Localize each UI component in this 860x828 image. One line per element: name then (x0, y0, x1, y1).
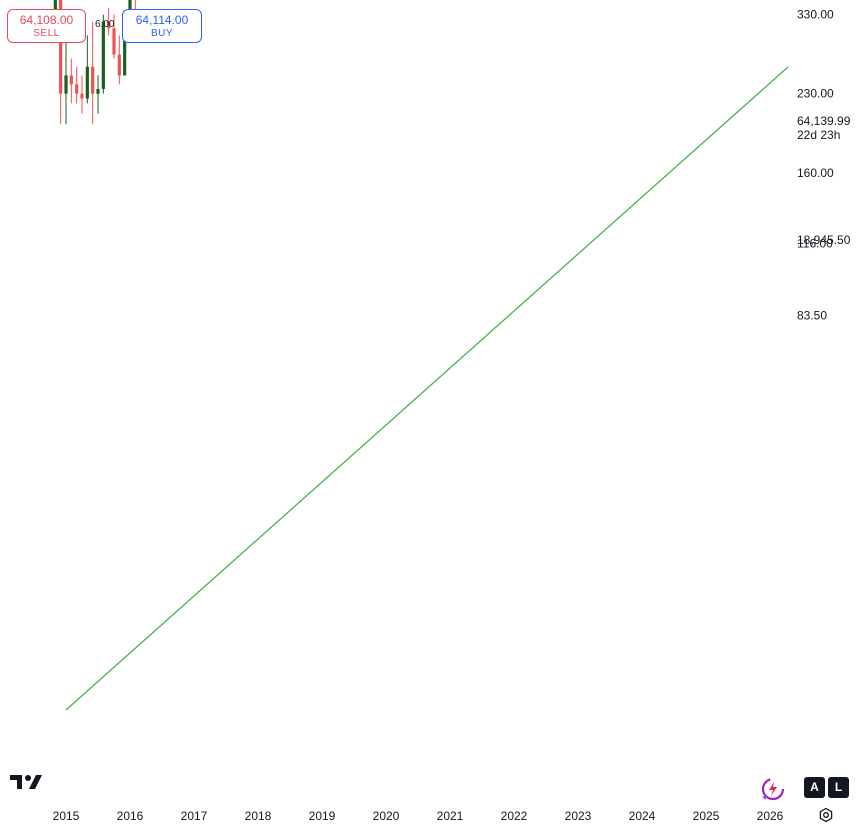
candle-body (75, 84, 79, 94)
candle (69, 58, 73, 104)
price-tick-label: 160.00 (797, 166, 834, 180)
highlight-price-label: 18,945.50 (797, 233, 851, 247)
candle-body (96, 88, 100, 94)
candle-body (80, 93, 84, 99)
candle-body (107, 21, 111, 29)
time-tick-label: 2020 (373, 809, 400, 823)
sparkle-assistant-icon[interactable] (760, 776, 786, 807)
buy-price: 64,114.00 (135, 13, 189, 27)
time-tick-label: 2015 (53, 809, 80, 823)
price-tick-label: 330.00 (797, 8, 834, 22)
time-tick-label: 2022 (501, 809, 528, 823)
sell-price: 64,108.00 (19, 13, 74, 27)
candle (75, 66, 79, 104)
trendline[interactable] (65, 66, 789, 711)
candle-body (64, 75, 68, 94)
candle-body (123, 21, 127, 76)
tradingview-logo (10, 773, 44, 794)
buy-label: BUY (150, 28, 174, 39)
time-tick-label: 2023 (565, 809, 592, 823)
candle (112, 14, 116, 59)
candle (91, 21, 95, 125)
price-tick-label: 83.50 (797, 309, 827, 323)
price-tick-label: 230.00 (797, 87, 834, 101)
spread-value: 6.00 (95, 19, 115, 30)
candle (107, 8, 111, 36)
candle (134, 0, 136, 15)
candle (117, 35, 121, 85)
time-tick-label: 2024 (629, 809, 656, 823)
candle (59, 0, 63, 125)
candle-body (91, 66, 95, 94)
candle-body (117, 54, 121, 76)
candles-layer (53, 0, 136, 125)
time-tick-label: 2018 (245, 809, 272, 823)
price-axis[interactable]: 220,000.00160,000.00110,000.0080,000.004… (797, 0, 857, 323)
candle (96, 75, 100, 114)
price-tick-label: 116.00 (797, 237, 833, 251)
countdown-label: 22d 23h (797, 128, 840, 142)
log-scale-button[interactable]: L (828, 777, 849, 798)
sell-button[interactable]: 64,108.00 SELL (7, 9, 86, 43)
auto-scale-button[interactable]: A (804, 777, 825, 798)
time-axis[interactable]: 2015 2016 2017 2018 2019 2020 2021 2022 2023 2024… (53, 809, 784, 823)
time-tick-label: 2026 (757, 809, 784, 823)
candle (85, 35, 89, 104)
candle (80, 75, 84, 114)
candle-body (85, 66, 89, 99)
buy-button[interactable]: 64,114.00 BUY (122, 9, 202, 43)
sell-label: SELL (33, 28, 60, 39)
time-tick-label: 2021 (437, 809, 464, 823)
candle-body (53, 0, 57, 15)
last-price-label: 64,139.99 (797, 114, 851, 128)
time-tick-label: 2016 (117, 809, 144, 823)
time-tick-label: 2019 (309, 809, 336, 823)
settings-gear-icon[interactable] (818, 807, 834, 828)
candle-body (101, 21, 105, 89)
time-tick-label: 2017 (181, 809, 208, 823)
candle-body (112, 28, 116, 55)
time-tick-label: 2025 (693, 809, 720, 823)
candle (64, 42, 68, 125)
candle-body (69, 75, 73, 85)
candle-body (59, 0, 63, 94)
candle (101, 14, 105, 94)
